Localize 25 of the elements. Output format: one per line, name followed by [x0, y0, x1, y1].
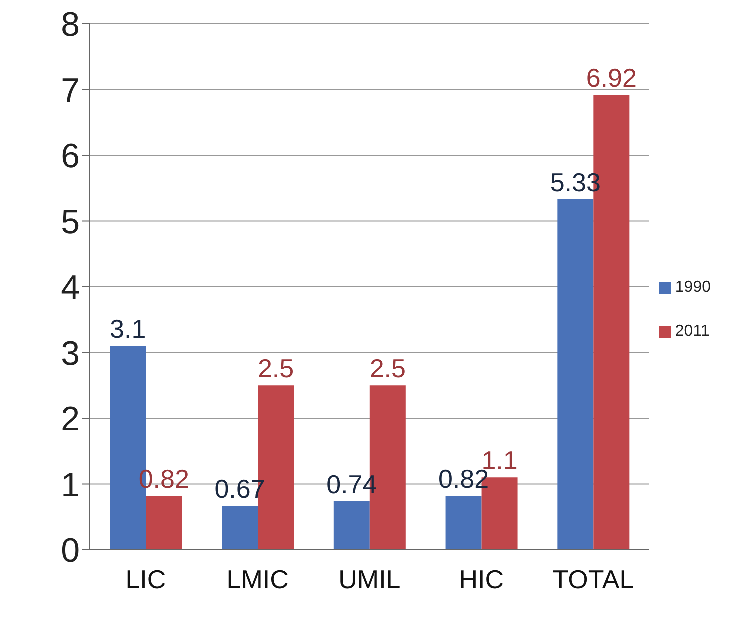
y-tick-label: 8 — [61, 6, 80, 44]
bar — [558, 200, 594, 550]
bar — [446, 496, 482, 550]
y-tick-label: 5 — [61, 203, 80, 242]
x-tick-label: LIC — [126, 564, 166, 594]
y-tick-label: 3 — [61, 334, 80, 373]
y-tick-label: 4 — [61, 269, 80, 308]
bar — [222, 506, 258, 550]
data-label: 3.1 — [110, 314, 146, 344]
x-tick-label: UMIL — [338, 564, 401, 594]
data-label: 6.92 — [586, 63, 637, 94]
bar — [146, 496, 182, 550]
x-tick-label: TOTAL — [552, 564, 634, 594]
y-tick-label: 0 — [61, 532, 80, 570]
y-tick-label: 2 — [61, 400, 80, 439]
x-tick-label: LMIC — [226, 564, 289, 594]
legend-label: 1990 — [675, 279, 711, 296]
data-label: 2.5 — [258, 354, 294, 384]
legend-label: 2011 — [675, 323, 710, 340]
y-tick-label: 1 — [61, 466, 80, 504]
bar — [334, 501, 370, 550]
x-tick-label: HIC — [459, 564, 504, 594]
y-tick-label: 7 — [61, 72, 80, 110]
data-label: 2.5 — [370, 354, 406, 384]
y-tick-label: 6 — [61, 138, 80, 176]
